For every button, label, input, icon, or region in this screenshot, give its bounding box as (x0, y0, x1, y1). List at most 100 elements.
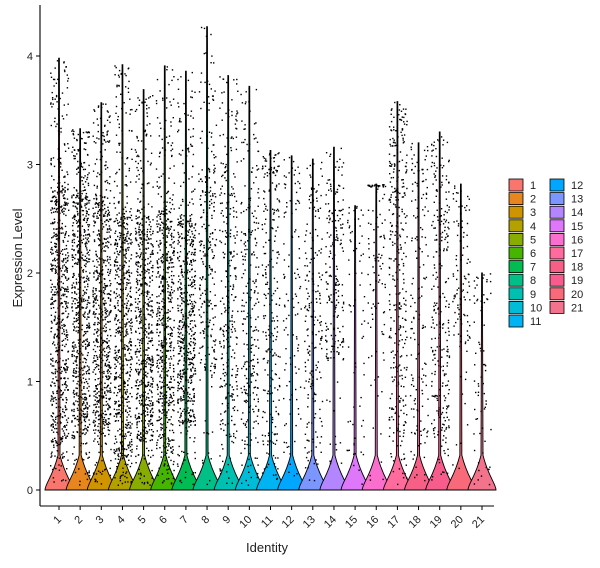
point (214, 271, 216, 273)
point (151, 384, 153, 386)
point (135, 315, 137, 317)
point (56, 228, 58, 230)
point (63, 258, 65, 260)
point (186, 368, 189, 370)
point (186, 357, 188, 359)
point (72, 323, 74, 325)
point (189, 437, 191, 439)
point (88, 343, 90, 345)
point (82, 335, 85, 337)
point (125, 306, 128, 309)
point (135, 108, 138, 111)
point (95, 254, 98, 256)
point (56, 290, 59, 293)
point (88, 297, 90, 299)
point (105, 420, 107, 422)
point (138, 468, 140, 471)
point (164, 408, 166, 411)
point (177, 233, 180, 236)
point (139, 191, 142, 194)
point (159, 395, 161, 397)
point (94, 203, 96, 205)
point (137, 223, 139, 225)
point (74, 205, 76, 208)
point (190, 261, 192, 263)
point (189, 284, 191, 287)
point (125, 248, 127, 251)
point (78, 367, 80, 369)
point (140, 474, 142, 476)
point (53, 120, 56, 123)
point (165, 212, 167, 214)
point (170, 358, 173, 360)
point (173, 469, 175, 472)
point (100, 208, 102, 210)
point (213, 365, 215, 368)
point (88, 369, 90, 371)
point (53, 85, 55, 87)
point (74, 417, 77, 419)
point (156, 223, 158, 225)
point (213, 255, 215, 257)
point (143, 422, 145, 424)
point (170, 104, 172, 106)
point (75, 202, 77, 204)
point (164, 244, 166, 246)
point (173, 182, 176, 184)
point (144, 264, 146, 266)
point (52, 372, 54, 375)
point (99, 430, 102, 433)
point (165, 136, 168, 138)
point (200, 204, 202, 206)
point (152, 431, 154, 433)
point (88, 131, 90, 133)
point (57, 350, 59, 352)
point (137, 373, 139, 375)
point (170, 144, 172, 147)
point (185, 318, 187, 320)
point (126, 228, 128, 230)
point (101, 428, 103, 430)
point (171, 235, 173, 237)
point (51, 91, 53, 94)
point (77, 409, 79, 411)
point (192, 203, 194, 205)
point (125, 435, 127, 437)
point (183, 368, 185, 370)
point (189, 303, 192, 305)
point (100, 291, 102, 294)
point (50, 314, 53, 316)
point (59, 443, 61, 446)
point (97, 364, 99, 366)
point (129, 181, 132, 183)
point (131, 304, 133, 306)
point (50, 415, 52, 417)
point (95, 198, 98, 201)
point (163, 213, 165, 216)
point (52, 378, 54, 380)
point (99, 372, 102, 374)
point (150, 300, 152, 302)
point (212, 144, 214, 146)
point (181, 342, 184, 344)
point (108, 406, 110, 409)
point (151, 339, 153, 342)
point (166, 417, 168, 419)
point (145, 135, 148, 137)
point (76, 383, 78, 385)
point (168, 438, 170, 441)
point (99, 258, 101, 260)
point (85, 215, 87, 217)
point (101, 342, 104, 345)
point (102, 200, 105, 202)
point (182, 342, 184, 344)
point (118, 69, 121, 72)
point (148, 323, 150, 325)
point (81, 166, 84, 168)
point (117, 222, 119, 224)
point (166, 97, 168, 99)
point (211, 55, 213, 57)
point (122, 304, 124, 306)
point (178, 260, 180, 262)
point (164, 200, 166, 203)
